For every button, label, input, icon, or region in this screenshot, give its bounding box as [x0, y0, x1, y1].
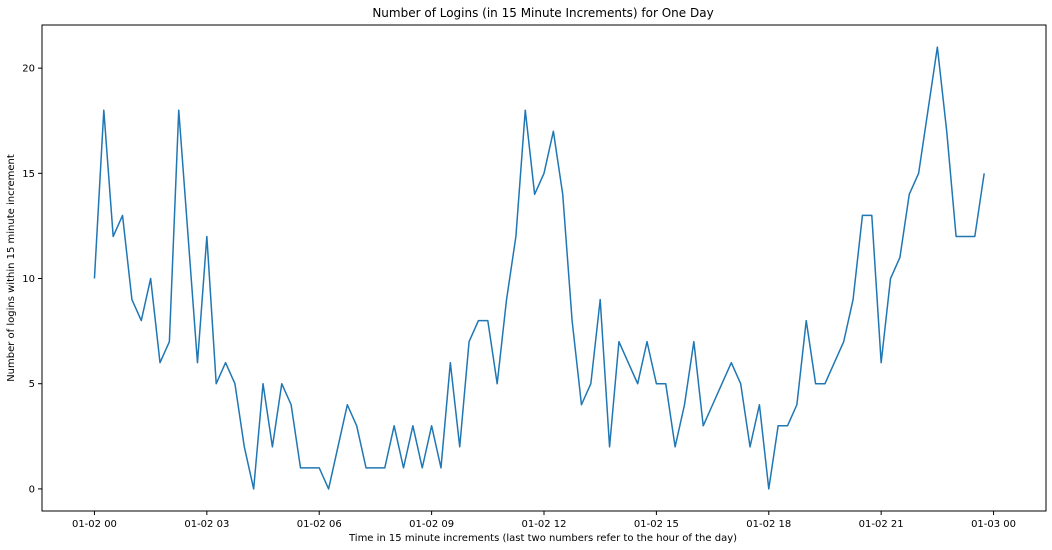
series-layer — [93, 46, 985, 490]
x-axis: 01-02 00 01-02 03 01-02 06 01-02 09 01-02 12… — [72, 511, 1016, 530]
x-tick-label: 01-02 12 — [522, 519, 567, 530]
y-tick-label: 5 — [29, 379, 35, 390]
x-tick-label: 01-02 18 — [746, 519, 791, 530]
x-tick-label: 01-02 00 — [72, 519, 117, 530]
x-tick-label: 01-02 06 — [297, 519, 342, 530]
x-tick-label: 01-03 00 — [971, 519, 1016, 530]
y-tick-label: 20 — [22, 64, 35, 75]
x-tick-label: 01-02 21 — [859, 519, 904, 530]
x-axis-label: Time in 15 minute increments (last two n… — [348, 533, 737, 544]
y-axis: 0 5 10 15 20 — [22, 64, 42, 495]
x-tick-label: 01-02 03 — [184, 519, 229, 530]
y-tick-label: 10 — [22, 274, 35, 285]
y-tick-label: 15 — [22, 169, 35, 180]
series-line — [93, 46, 985, 490]
x-tick-label: 01-02 09 — [409, 519, 454, 530]
chart-title: Number of Logins (in 15 Minute Increment… — [372, 6, 713, 20]
y-axis-label: Number of logins within 15 minute increm… — [6, 154, 17, 382]
x-tick-label: 01-02 15 — [634, 519, 679, 530]
y-tick-label: 0 — [29, 484, 35, 495]
